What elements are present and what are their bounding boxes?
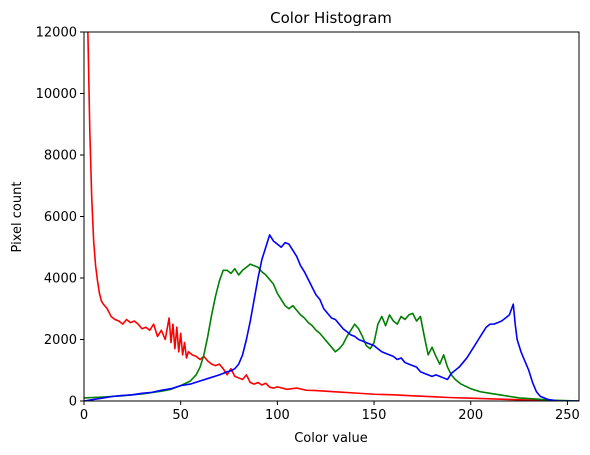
x-tick-label: 200 bbox=[458, 408, 483, 423]
plot-area bbox=[83, 31, 580, 402]
y-axis-ticks: 0 2000 4000 6000 8000 10000 12000 bbox=[36, 26, 84, 410]
x-tick-label: 0 bbox=[80, 408, 88, 423]
x-tick-label: 50 bbox=[172, 408, 189, 423]
x-axis-ticks: 0 50 100 150 200 250 bbox=[80, 401, 580, 423]
y-tick-label: 6000 bbox=[44, 210, 77, 225]
x-tick-label: 150 bbox=[362, 408, 387, 423]
y-axis-label: Pixel count bbox=[10, 182, 25, 253]
series-line-2 bbox=[84, 263, 579, 401]
chart-title: Color Histogram bbox=[270, 9, 392, 27]
x-tick-label: 100 bbox=[265, 408, 290, 423]
y-tick-label: 2000 bbox=[44, 333, 77, 348]
y-tick-label: 10000 bbox=[36, 87, 77, 102]
series-layer bbox=[84, 32, 579, 401]
y-tick-label: 0 bbox=[69, 395, 77, 410]
x-tick-label: 250 bbox=[555, 408, 580, 423]
series-line-3 bbox=[84, 234, 579, 401]
y-tick-label: 8000 bbox=[44, 149, 77, 164]
y-tick-label: 4000 bbox=[44, 272, 77, 287]
x-axis-label: Color value bbox=[294, 431, 368, 446]
series-line-1 bbox=[87, 32, 579, 401]
plot-frame bbox=[83, 31, 580, 402]
y-tick-label: 12000 bbox=[36, 26, 77, 41]
